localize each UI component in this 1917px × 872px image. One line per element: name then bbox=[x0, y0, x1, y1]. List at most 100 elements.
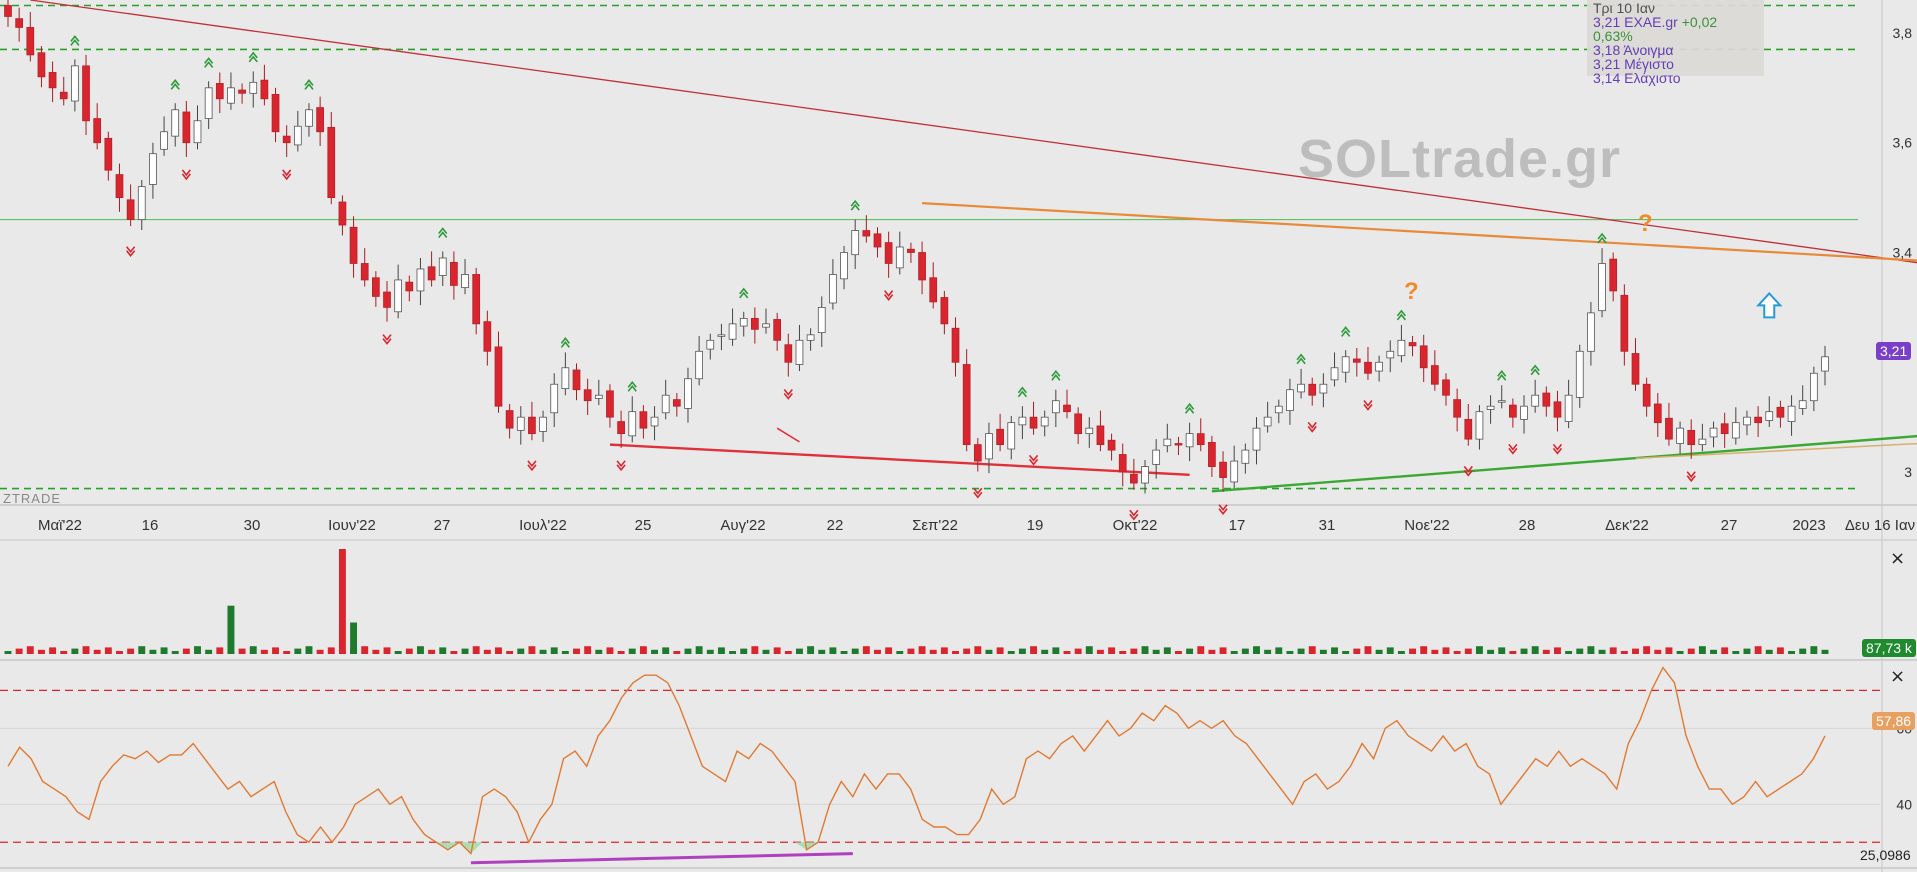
volume-bar bbox=[1632, 648, 1639, 654]
volume-bar bbox=[862, 646, 870, 654]
volume-bar bbox=[1609, 647, 1617, 654]
y-tick-label: 3,6 bbox=[1893, 135, 1913, 151]
candle-body bbox=[1642, 383, 1651, 407]
volume-bar bbox=[784, 651, 792, 654]
candle-body bbox=[1453, 399, 1461, 418]
candle-body bbox=[594, 394, 603, 399]
down-signal-marker bbox=[1129, 509, 1139, 521]
candle-body bbox=[1074, 413, 1082, 435]
candle-body bbox=[260, 79, 269, 100]
red-support-line bbox=[609, 443, 1190, 477]
volume-bar bbox=[617, 651, 625, 654]
candle-body bbox=[338, 201, 347, 226]
candle-body bbox=[1821, 356, 1829, 372]
volume-bar bbox=[573, 648, 580, 654]
candle-body bbox=[751, 317, 759, 330]
candle-body bbox=[71, 65, 79, 102]
down-signal-marker bbox=[1686, 471, 1696, 483]
x-tick-label: Οκτ'22 bbox=[1113, 517, 1158, 534]
down-signal-marker bbox=[783, 388, 793, 400]
volume-bar bbox=[1821, 649, 1829, 654]
close-volume-panel-button[interactable]: × bbox=[1890, 548, 1906, 569]
info-change: +0,02 0,63% bbox=[1593, 14, 1718, 44]
candle-body bbox=[639, 411, 648, 429]
candle-body bbox=[895, 246, 904, 269]
candle-body bbox=[739, 317, 748, 327]
close-rsi-panel-button[interactable]: × bbox=[1890, 666, 1906, 687]
candle-body bbox=[1743, 416, 1751, 426]
candle-body bbox=[1776, 406, 1785, 418]
volume-bar bbox=[1197, 646, 1205, 654]
volume-bar bbox=[1721, 647, 1729, 654]
volume-bar bbox=[1063, 651, 1071, 654]
up-signal-marker bbox=[1530, 364, 1540, 376]
volume-bar bbox=[639, 646, 647, 654]
candle-body bbox=[628, 411, 637, 437]
candle-body bbox=[394, 279, 403, 313]
volume-bar bbox=[416, 646, 424, 654]
candle-body bbox=[617, 421, 625, 435]
candle-body bbox=[550, 383, 559, 414]
candle-body bbox=[271, 94, 280, 133]
down-signal-marker bbox=[1463, 465, 1473, 477]
candle-body bbox=[985, 433, 993, 460]
up-signal-marker bbox=[1396, 309, 1407, 321]
x-tick-label: Μαϊ'22 bbox=[38, 517, 82, 534]
volume-bar bbox=[1509, 651, 1517, 654]
candle-body bbox=[1297, 383, 1305, 393]
down-signal-marker bbox=[1363, 399, 1373, 411]
up-signal-marker bbox=[739, 287, 749, 299]
rsi-line bbox=[7, 666, 1826, 856]
candle-body bbox=[528, 416, 536, 435]
volume-bar bbox=[606, 647, 614, 654]
volume-bar bbox=[795, 648, 803, 654]
candle-body bbox=[706, 339, 715, 350]
x-tick-label: 19 bbox=[1027, 517, 1044, 534]
up-signal-marker bbox=[204, 57, 214, 68]
volume-bar bbox=[1788, 651, 1796, 654]
candle-body bbox=[1152, 449, 1161, 465]
candle-body bbox=[1352, 358, 1361, 363]
volume-bar bbox=[729, 651, 737, 654]
up-signal-marker bbox=[1017, 386, 1028, 398]
volume-bar bbox=[1676, 651, 1684, 654]
volume-bar bbox=[283, 651, 291, 654]
candle-body bbox=[962, 364, 971, 446]
volume-bar bbox=[1542, 649, 1550, 654]
candle-body bbox=[907, 248, 915, 253]
candle-body bbox=[1587, 312, 1595, 352]
volume-bar bbox=[428, 649, 436, 654]
candle-body bbox=[1553, 401, 1562, 418]
candle-body bbox=[583, 389, 592, 402]
volume-bar bbox=[182, 648, 190, 654]
volume-bar bbox=[717, 647, 725, 654]
candle-body bbox=[1475, 411, 1484, 440]
volume-bar bbox=[1319, 649, 1327, 654]
volume-bar bbox=[1007, 651, 1015, 654]
yellow-support-line bbox=[1635, 442, 1917, 460]
up-signal-marker bbox=[248, 51, 258, 63]
candle-body bbox=[1687, 429, 1696, 446]
candle-body bbox=[1029, 416, 1038, 429]
down-signal-marker bbox=[1508, 443, 1518, 455]
x-tick-label: 31 bbox=[1319, 517, 1336, 534]
down-signal-marker bbox=[884, 290, 894, 301]
volume-bar bbox=[1698, 646, 1706, 654]
candle-body bbox=[1653, 403, 1662, 424]
candle-body bbox=[160, 131, 168, 150]
volume-bar bbox=[628, 648, 636, 654]
info-high: 3,21 Μέγιστο bbox=[1593, 56, 1674, 72]
volume-bar bbox=[383, 647, 391, 654]
candle-body bbox=[193, 120, 202, 144]
candle-body bbox=[1051, 400, 1060, 414]
volume-bar bbox=[1565, 651, 1573, 654]
volume-bar bbox=[762, 649, 770, 654]
volume-bar bbox=[37, 649, 45, 654]
price-badge: 3,21 bbox=[1876, 342, 1912, 360]
up-signal-marker bbox=[850, 199, 860, 211]
volume-bar bbox=[1375, 649, 1383, 654]
volume-bar bbox=[361, 646, 369, 654]
up-signal-marker bbox=[1597, 232, 1607, 244]
volume-bar bbox=[885, 647, 893, 654]
volume-bar bbox=[1219, 647, 1227, 654]
